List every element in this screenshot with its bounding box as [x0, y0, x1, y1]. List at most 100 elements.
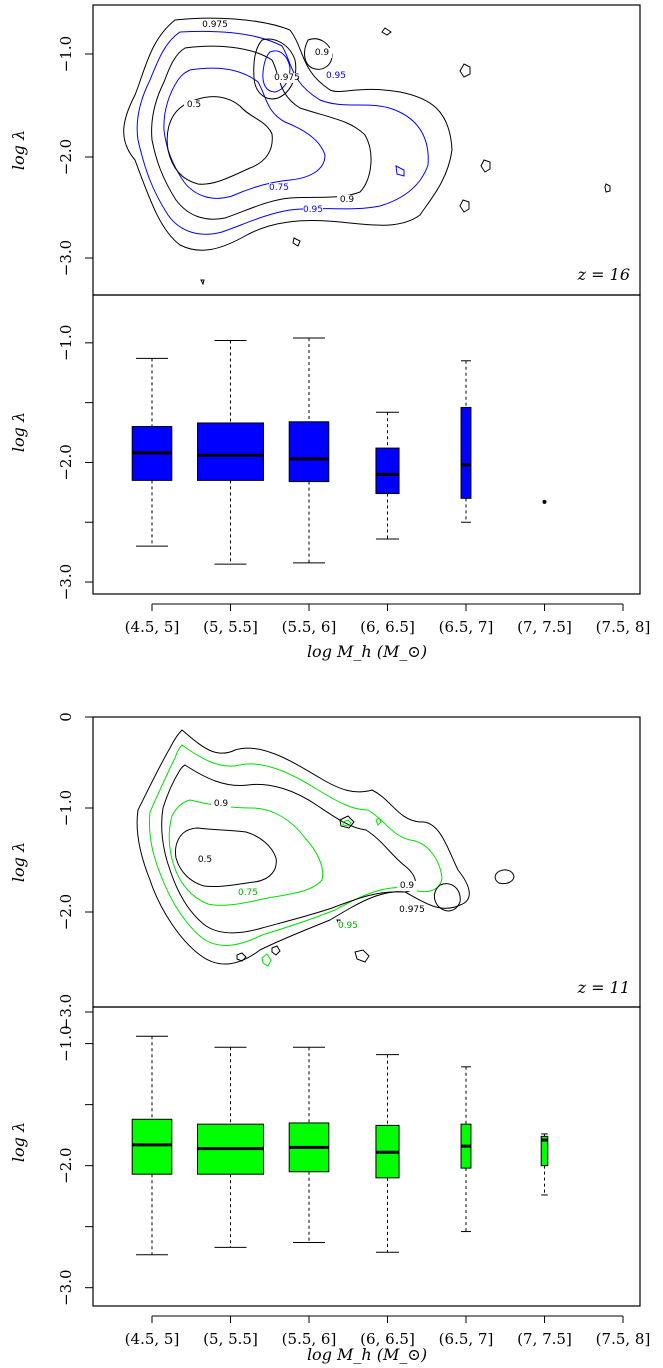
- bottom-contour-label-bg: [211, 799, 231, 809]
- top-contour-label-bg: [277, 73, 297, 83]
- top-contour-level-label: 0.9: [315, 48, 330, 58]
- top-contour-level-label: 0.5: [187, 100, 201, 110]
- bottom-contour-island-f: [261, 953, 272, 967]
- bottom-contour-label-bg: [397, 881, 417, 891]
- top-box-xtick-label: (6, 6.5]: [360, 618, 415, 636]
- bottom-box-xtick-label: (7, 7.5]: [517, 1330, 572, 1348]
- top-contour-frame: [92, 4, 641, 296]
- top-contour-island-g: [459, 199, 470, 213]
- top-box-ytick-label: −2.0: [57, 444, 75, 480]
- bottom-contour-level-labels: 0.9 0.5 0.75 0.9 0.975 0.95: [195, 799, 425, 931]
- bottom-contour-label-bg: [402, 905, 422, 915]
- bottom-contour-island-j: [342, 819, 352, 827]
- bottom-contour-level-label: 0.9: [400, 881, 415, 891]
- top-contour-label-bg: [337, 195, 357, 205]
- bottom-contour-ytick-label: −3.0: [57, 994, 75, 1030]
- bottom-box-ytick-label: −2.0: [57, 1147, 75, 1183]
- top-box-xaxis: (4.5, 5] (5, 5.5] (5.5, 6] (6, 6.5] (6.5, 7]…: [125, 603, 651, 636]
- bottom-contour-ylabel: log λ: [9, 842, 28, 882]
- bottom-box-frame: [92, 1006, 641, 1307]
- top-box-xtick-label: (7, 7.5]: [517, 618, 572, 636]
- top-box-ylabel: log λ: [9, 412, 28, 452]
- bottom-box-box: [131, 1118, 173, 1175]
- bottom-contour-0.95: [149, 744, 443, 946]
- top-box-box: [460, 406, 472, 499]
- top-contour-0.75: [163, 67, 326, 199]
- top-contour-0.5: [166, 96, 273, 185]
- bottom-contour-island-h: [375, 817, 382, 826]
- top-contour-island-a: [253, 38, 297, 100]
- bottom-box-xtick-label: (7.5, 8]: [596, 1330, 651, 1348]
- bottom-contour-annotation: z = 11: [577, 978, 630, 997]
- bottom-box-xtick-label: (6, 6.5]: [360, 1330, 415, 1348]
- bottom-contour-lines: [136, 729, 515, 967]
- top-contour-label-bg: [269, 183, 289, 193]
- top-contour-label-bg: [205, 20, 225, 30]
- bottom-box-xtick-label: (6.5, 7]: [439, 1330, 494, 1348]
- top-contour-level-labels: 0.975 0.5 0.75 0.9 0.95 0.9 0.95 0.975: [184, 20, 357, 215]
- top-box-ytick-label: −1.0: [57, 325, 75, 361]
- top-contour-island-h: [604, 183, 611, 193]
- top-contour-level-label: 0.9: [340, 195, 355, 205]
- bottom-contour-0.9: [161, 764, 416, 934]
- top-contour-label-bg: [184, 100, 204, 110]
- bottom-box-xlabel: log M_h (M_⊙): [307, 1345, 427, 1364]
- bottom-contour-island-e: [236, 952, 247, 962]
- top-box-xtick-label: (7.5, 8]: [596, 618, 651, 636]
- top-contour-island-d: [381, 27, 392, 36]
- top-contour-ytick-label: −2.0: [57, 139, 75, 175]
- top-contour-label-bg: [303, 205, 323, 215]
- top-contour-label-bg: [326, 71, 346, 81]
- top-contour-ytick-label: −3.0: [57, 240, 75, 276]
- top-contour-island-c: [304, 38, 333, 70]
- bottom-contour-0.975: [136, 729, 470, 965]
- bottom-box-ytick-label: −1.0: [57, 1025, 75, 1061]
- bottom-contour-island-i: [339, 815, 355, 829]
- top-box-yaxis: −1.0 −2.0 −3.0: [57, 325, 93, 600]
- top-contour-level-label: 0.975: [202, 20, 228, 30]
- bottom-contour-label-bg: [238, 888, 258, 898]
- top-box-panel: −1.0 −2.0 −3.0 log λ (4.5, 5] (5, 5.5] (5.5,…: [9, 294, 651, 661]
- bottom-contour-level-label: 0.9: [214, 799, 229, 809]
- top-contour-island-j: [395, 165, 405, 177]
- bottom-box-xtick-label: (5.5, 6]: [282, 1330, 337, 1348]
- bottom-contour-island-c: [354, 949, 370, 963]
- top-box-outlier-point: [542, 499, 547, 504]
- top-contour-level-label: 0.95: [303, 205, 323, 215]
- top-contour-island-e: [459, 63, 471, 78]
- top-box-frame: [92, 294, 641, 595]
- bottom-contour-ytick-label: −2.0: [57, 894, 75, 930]
- bottom-box-xtick-label: (4.5, 5]: [125, 1330, 180, 1348]
- top-contour-ylabel: log λ: [9, 130, 28, 170]
- bottom-contour-ytick-label: −1.0: [57, 790, 75, 826]
- bottom-contour-frame: [92, 716, 641, 1008]
- bottom-contour-island-g: [271, 945, 281, 956]
- top-box-xtick-label: (5, 5.5]: [203, 618, 258, 636]
- bottom-box-xtick-label: (5, 5.5]: [203, 1330, 258, 1348]
- top-contour-0.95: [136, 30, 429, 235]
- bottom-box-ylabel: log λ: [9, 1122, 28, 1162]
- top-contour-island-k: [200, 279, 205, 286]
- top-box-box: [288, 421, 330, 483]
- top-box-xlabel: log M_h (M_⊙): [307, 642, 427, 661]
- top-contour-0.975: [123, 17, 453, 251]
- top-box-boxes: [131, 337, 547, 565]
- top-contour-ytick-label: −1.0: [57, 36, 75, 72]
- top-contour-level-label: 0.75: [269, 183, 289, 193]
- bottom-contour-panel: 0.9 0.5 0.75 0.9 0.975 0.95 z = 11 0 −1.0 −2.0 −…: [9, 712, 641, 1030]
- bottom-box-ytick-label: −3.0: [57, 1269, 75, 1305]
- bottom-contour-level-label: 0.975: [399, 905, 425, 915]
- bottom-contour-level-label: 0.95: [338, 921, 358, 931]
- top-contour-panel: 0.975 0.5 0.75 0.9 0.95 0.9 0.95 0.975 z = 16 −…: [9, 4, 641, 296]
- top-box-xtick-label: (6.5, 7]: [439, 618, 494, 636]
- bottom-box-boxes: [131, 1035, 549, 1256]
- top-contour-label-bg: [312, 48, 332, 58]
- top-contour-0.9: [151, 45, 372, 220]
- top-box-ytick-label: −3.0: [57, 564, 75, 600]
- top-box-xtick-label: (5.5, 6]: [282, 618, 337, 636]
- top-contour-annotation: z = 16: [577, 265, 630, 284]
- top-contour-level-label: 0.95: [326, 71, 346, 81]
- bottom-contour-level-label: 0.75: [238, 888, 258, 898]
- bottom-contour-0.75: [168, 799, 324, 906]
